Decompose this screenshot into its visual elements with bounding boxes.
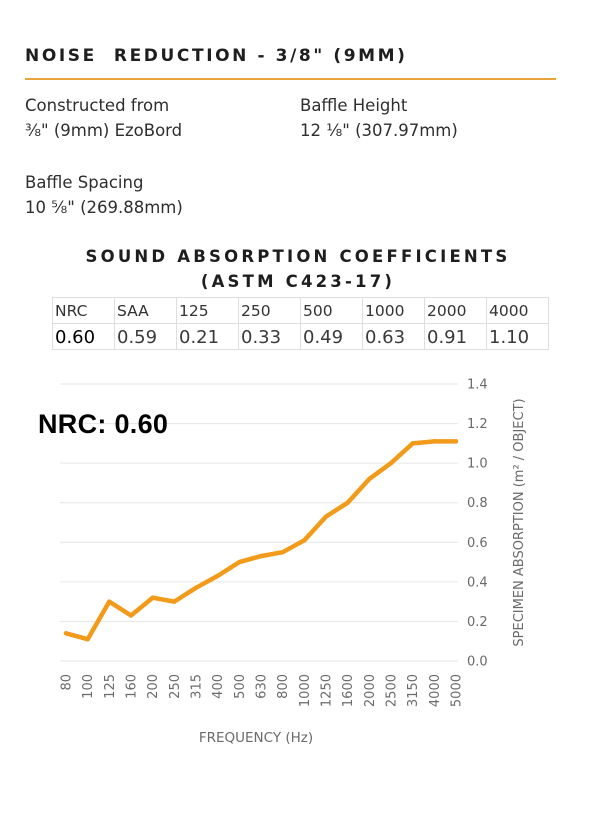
x-tick-label: 400 [211, 674, 226, 699]
coef-header-cell: 125 [176, 297, 239, 324]
data-point [85, 637, 90, 642]
spec-baffle-spacing: Baffle Spacing 10 ⅝" (269.88mm) [25, 170, 183, 220]
coefficients-value-row: 0.60 0.59 0.21 0.33 0.49 0.63 0.91 1.10 [52, 323, 549, 350]
coef-header-cell: 1000 [362, 297, 425, 324]
baffle-height-value: 12 ⅛" (307.97mm) [300, 121, 458, 140]
coef-value-cell: 0.63 [362, 323, 425, 350]
data-point [453, 439, 459, 444]
baffle-spacing-value: 10 ⅝" (269.88mm) [25, 198, 183, 217]
page-title: NOISE REDUCTION - 3/8" (9MM) [25, 46, 408, 66]
data-point [302, 538, 307, 543]
data-point [172, 599, 177, 604]
constructed-value: ⅜" (9mm) EzoBord [25, 121, 183, 140]
x-tick-label: 315 [190, 674, 205, 699]
y-axis-label: SPECIMEN ABSORPTION (m² / OBJECT) [512, 398, 527, 646]
absorption-chart: 0.0 0.2 0.4 0.6 0.8 1.0 1.2 1.4 80 100 125 160 200 25… [60, 378, 528, 747]
x-tick-label: 3150 [406, 674, 421, 707]
y-tick-label: 0.4 [467, 575, 488, 590]
x-tick-label: 4000 [428, 674, 443, 707]
data-point [323, 514, 329, 519]
coef-value-cell: 0.49 [300, 323, 363, 350]
coefficients-title: SOUND ABSORPTION COEFFICIENTS [85, 247, 511, 266]
x-tick-label: 630 [255, 674, 270, 699]
coef-value-cell: 0.21 [176, 323, 239, 350]
data-point [280, 549, 285, 555]
data-point [388, 460, 394, 466]
y-tick-label: 0.2 [467, 615, 488, 630]
x-tick-label: 2000 [363, 674, 378, 707]
coef-value-cell: 0.59 [114, 323, 177, 350]
x-tick-label: 125 [103, 674, 118, 699]
absorption-series-line [63, 439, 459, 642]
y-tick-label: 1.0 [467, 457, 488, 472]
data-point [237, 559, 242, 565]
coef-header-cell: 2000 [424, 297, 487, 324]
coef-header-cell: 500 [300, 297, 363, 324]
y-tick-label: 0.0 [467, 655, 488, 670]
x-tick-label: 1600 [341, 674, 356, 707]
baffle-height-label: Baffle Height [300, 96, 408, 115]
y-tick-label: 1.4 [467, 378, 488, 393]
coefficients-subtitle: (ASTM C423-17) [200, 272, 396, 291]
nrc-callout: NRC: 0.60 [38, 409, 169, 439]
x-tick-label: 2500 [385, 674, 400, 707]
data-point [150, 595, 155, 600]
baffle-spacing-label: Baffle Spacing [25, 173, 144, 192]
coef-value-cell: 0.60 [52, 323, 115, 350]
data-point [215, 573, 220, 579]
x-axis-label: FREQUENCY (Hz) [199, 730, 313, 746]
title-divider [25, 78, 556, 80]
y-tick-label: 0.8 [467, 496, 488, 511]
data-point [258, 553, 264, 559]
y-tick-label: 1.2 [467, 417, 488, 432]
coef-value-cell: 0.33 [238, 323, 301, 350]
y-tick-label: 0.6 [467, 536, 488, 551]
data-point [193, 585, 199, 590]
x-tick-label: 1000 [298, 674, 313, 707]
data-point [63, 631, 69, 636]
constructed-label: Constructed from [25, 96, 170, 115]
coef-value-cell: 0.91 [424, 323, 487, 350]
coef-header-cell: NRC [52, 297, 115, 324]
data-point [128, 613, 134, 618]
data-point [410, 441, 415, 446]
x-tick-label: 200 [146, 674, 161, 699]
data-point [432, 439, 437, 444]
coefficients-table: NRC SAA 125 250 500 1000 2000 4000 0.60 … [52, 297, 549, 350]
data-point [345, 500, 350, 505]
coefficients-header-row: NRC SAA 125 250 500 1000 2000 4000 [52, 297, 549, 324]
coef-header-cell: 4000 [486, 297, 549, 324]
x-tick-label: 1250 [320, 674, 335, 707]
x-tick-label: 500 [233, 674, 248, 699]
x-tick-label: 160 [125, 674, 140, 699]
coef-value-cell: 1.10 [486, 323, 549, 350]
data-point [367, 476, 372, 482]
coef-header-cell: 250 [238, 297, 301, 324]
x-tick-label: 5000 [450, 674, 465, 707]
x-tick-label: 80 [60, 674, 75, 691]
data-point [107, 599, 112, 604]
x-tick-label: 800 [276, 674, 291, 699]
coef-header-cell: SAA [114, 297, 177, 324]
spec-constructed: Constructed from ⅜" (9mm) EzoBord [25, 93, 182, 143]
x-tick-label: 100 [81, 674, 96, 699]
spec-baffle-height: Baffle Height 12 ⅛" (307.97mm) [300, 93, 458, 143]
x-tick-label: 250 [168, 674, 183, 699]
